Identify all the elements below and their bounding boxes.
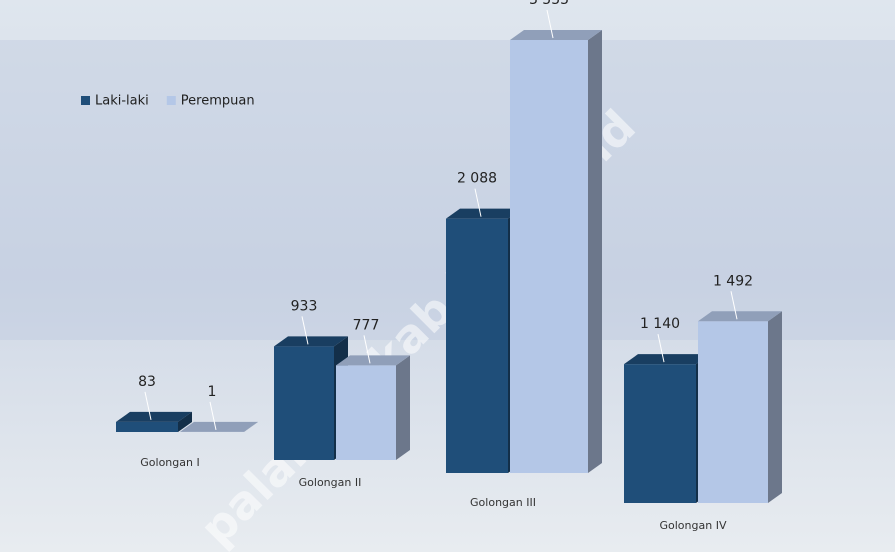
bar-side [178, 411, 192, 432]
x-tick-label: Golongan III [470, 496, 536, 509]
leader-line [730, 291, 738, 320]
leader-line [301, 316, 309, 345]
bar-top [624, 354, 710, 365]
bar-top [510, 30, 602, 40]
legend-label: Laki-laki [95, 94, 149, 109]
bar-side [768, 311, 782, 503]
leader-line [363, 335, 371, 364]
x-tick-label: Golongan IV [660, 519, 727, 532]
value-label: 1 492 [713, 273, 753, 289]
value-label: 1 140 [640, 316, 680, 332]
leader-line [657, 334, 665, 363]
value-label: 777 [353, 317, 380, 333]
bar [510, 40, 588, 473]
leader-line [144, 391, 152, 420]
bar [698, 321, 768, 503]
x-tick-label: Golongan I [140, 456, 199, 469]
value-label: 3 555 [529, 0, 569, 8]
leader-line [546, 9, 554, 39]
leader-line [209, 401, 217, 430]
bar-side [588, 30, 602, 473]
x-tick-label: Golongan II [299, 476, 362, 489]
value-label: 2 088 [457, 171, 497, 187]
leader-line [474, 188, 482, 217]
bar [624, 364, 696, 503]
bar [336, 365, 396, 460]
bar-side [244, 421, 258, 432]
bar-top [446, 208, 522, 219]
bar [446, 218, 508, 473]
bar [116, 421, 178, 432]
bar-top [698, 311, 782, 322]
legend-label: Perempuan [181, 94, 255, 109]
legend-swatch [166, 96, 176, 105]
value-label: 1 [208, 384, 217, 400]
bar-side [396, 355, 410, 460]
value-label: 933 [291, 298, 318, 314]
bar-top [336, 355, 410, 366]
value-label: 83 [138, 374, 156, 390]
bar-top [116, 411, 192, 422]
legend-swatch [81, 96, 90, 105]
bar-top [180, 421, 258, 432]
bar-top [274, 336, 348, 347]
bar [274, 346, 334, 460]
